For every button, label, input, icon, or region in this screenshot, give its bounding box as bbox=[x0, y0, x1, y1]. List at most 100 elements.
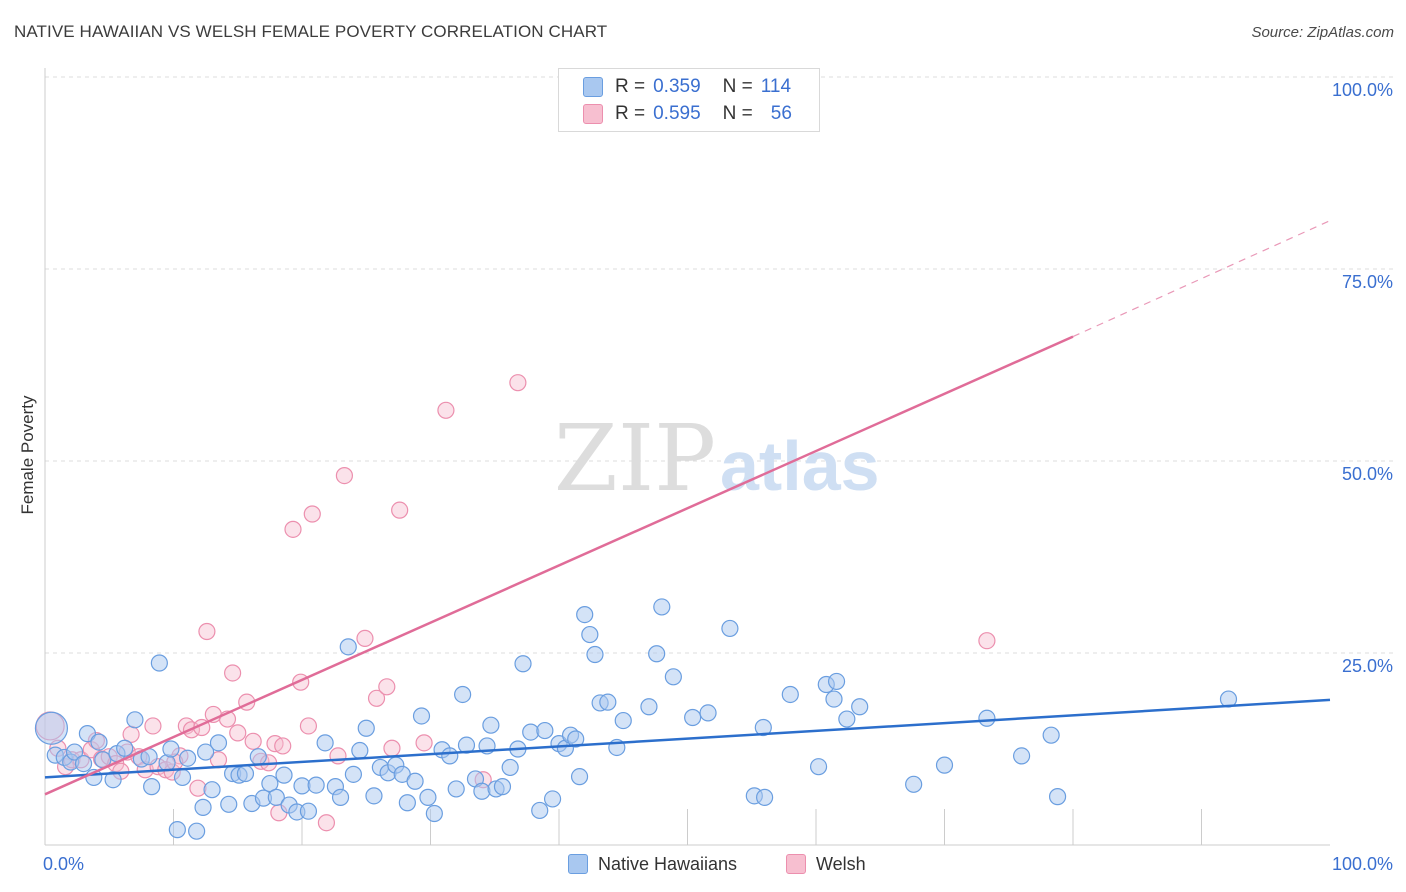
native-hawaiian-point bbox=[781, 685, 799, 704]
welsh-point bbox=[391, 501, 409, 519]
native-hawaiian-point bbox=[78, 725, 97, 743]
welsh-trend-line bbox=[44, 335, 1074, 796]
welsh-point bbox=[317, 814, 336, 832]
native-hawaiian-point bbox=[179, 749, 197, 767]
native-hawaiian-point bbox=[220, 795, 238, 813]
native-hawaiian-point bbox=[454, 685, 472, 704]
native-hawaiian-points bbox=[34, 598, 1238, 840]
native-hawaiian-point bbox=[531, 801, 549, 820]
native-hawaiian-point bbox=[614, 711, 632, 730]
native-hawaiian-point bbox=[261, 774, 279, 793]
native-hawaiian-point bbox=[331, 788, 350, 806]
native-hawaiian-point bbox=[307, 776, 325, 794]
native-hawaiian-point bbox=[482, 716, 500, 734]
welsh-point bbox=[356, 629, 374, 648]
legend-row-native: R = 0.359 N = 114 bbox=[583, 75, 791, 99]
native-hawaiian-point bbox=[425, 804, 443, 823]
n-value: 56 bbox=[770, 103, 792, 124]
r-key: R = bbox=[615, 76, 646, 97]
n-key: N = bbox=[722, 76, 753, 97]
x-tick-label: 100.0% bbox=[1332, 854, 1393, 874]
welsh-point bbox=[415, 734, 433, 752]
native-hawaiian-point bbox=[406, 772, 424, 790]
native-swatch bbox=[583, 77, 603, 97]
native-hawaiian-point bbox=[501, 758, 519, 777]
native-hawaiian-point bbox=[173, 768, 192, 787]
native-hawaiian-point bbox=[825, 690, 843, 708]
y-tick-label: 50.0% bbox=[1342, 464, 1393, 484]
native-hawaiian-point bbox=[1042, 726, 1060, 744]
native-hawaiian-point bbox=[34, 711, 69, 745]
welsh-point bbox=[383, 739, 401, 757]
native-hawaiian-point bbox=[684, 708, 702, 727]
native-hawaiian-point bbox=[236, 764, 255, 783]
native-hawaiian-point bbox=[398, 794, 416, 812]
native-hawaiian-point bbox=[65, 743, 84, 761]
native-hawaiian-point bbox=[754, 718, 772, 737]
native-hawaiian-point bbox=[447, 780, 465, 798]
native-hawaiian-point bbox=[570, 768, 589, 786]
source-label: Source: ZipAtlas.com bbox=[1251, 24, 1394, 41]
welsh-point bbox=[144, 717, 162, 735]
tick-labels: 25.0% 50.0% 75.0% 100.0% 0.0% 100.0% bbox=[43, 80, 1393, 874]
welsh-point bbox=[329, 747, 347, 765]
native-hawaiian-point bbox=[74, 754, 93, 773]
native-hawaiian-point bbox=[116, 739, 134, 757]
native-hawaiian-point bbox=[275, 766, 293, 784]
r-key: R = bbox=[615, 103, 646, 124]
welsh-swatch bbox=[786, 854, 806, 874]
welsh-trend-extension bbox=[1072, 220, 1331, 338]
watermark-atlas: atlas bbox=[720, 427, 880, 505]
native-hawaiian-point bbox=[640, 698, 658, 716]
native-hawaiian-point bbox=[104, 771, 122, 789]
native-hawaiian-point bbox=[351, 741, 369, 760]
native-hawaiian-point bbox=[599, 693, 617, 711]
watermark-zip: ZIP bbox=[554, 405, 716, 512]
y-tick-label: 25.0% bbox=[1342, 656, 1393, 676]
native-hawaiian-point bbox=[576, 605, 594, 624]
native-hawaiian-point bbox=[653, 598, 671, 616]
legend-welsh: Welsh bbox=[786, 852, 866, 876]
n-value: 114 bbox=[760, 76, 792, 97]
welsh-point bbox=[274, 737, 292, 755]
welsh-point bbox=[284, 520, 302, 538]
welsh-point bbox=[229, 724, 247, 742]
native-hawaiian-point bbox=[905, 775, 923, 793]
native-swatch bbox=[568, 854, 588, 874]
native-hawaiian-point bbox=[267, 788, 285, 806]
native-hawaiian-point bbox=[522, 723, 540, 741]
native-hawaiian-point bbox=[126, 711, 144, 729]
native-hawaiian-point bbox=[543, 790, 562, 808]
legend-native-hawaiians: Native Hawaiians bbox=[568, 852, 737, 876]
native-hawaiian-point bbox=[664, 668, 682, 686]
native-hawaiian-point bbox=[514, 655, 532, 673]
native-hawaiian-point bbox=[143, 778, 161, 796]
native-hawaiian-point bbox=[168, 821, 186, 839]
welsh-point bbox=[509, 374, 527, 392]
native-hawaiian-point bbox=[419, 788, 437, 806]
native-hawaiian-point bbox=[194, 798, 212, 816]
r-value: 0.595 bbox=[653, 103, 701, 124]
native-hawaiian-point bbox=[493, 778, 512, 796]
native-hawaiian-point bbox=[316, 734, 334, 752]
native-hawaiian-point bbox=[90, 733, 108, 751]
welsh-point bbox=[299, 717, 318, 735]
native-hawaiian-point bbox=[339, 638, 357, 656]
native-hawaiian-point bbox=[648, 645, 666, 663]
native-hawaiian-point bbox=[473, 782, 491, 800]
x-tick-label: 0.0% bbox=[43, 854, 84, 874]
native-hawaiian-point bbox=[249, 748, 267, 766]
legend-welsh-label: Welsh bbox=[816, 853, 866, 874]
native-hawaiian-point bbox=[755, 788, 774, 806]
native-hawaiian-point bbox=[209, 734, 228, 752]
native-hawaiian-point bbox=[586, 645, 604, 664]
native-hawaiian-point bbox=[1012, 747, 1031, 765]
r-value: 0.359 bbox=[653, 76, 701, 97]
native-hawaiian-point bbox=[567, 730, 585, 748]
native-hawaiian-point bbox=[412, 707, 431, 725]
native-hawaiian-point bbox=[299, 802, 318, 820]
native-hawaiian-point bbox=[851, 698, 869, 716]
native-hawaiian-point bbox=[441, 747, 459, 765]
native-hawaiian-point bbox=[365, 787, 383, 805]
